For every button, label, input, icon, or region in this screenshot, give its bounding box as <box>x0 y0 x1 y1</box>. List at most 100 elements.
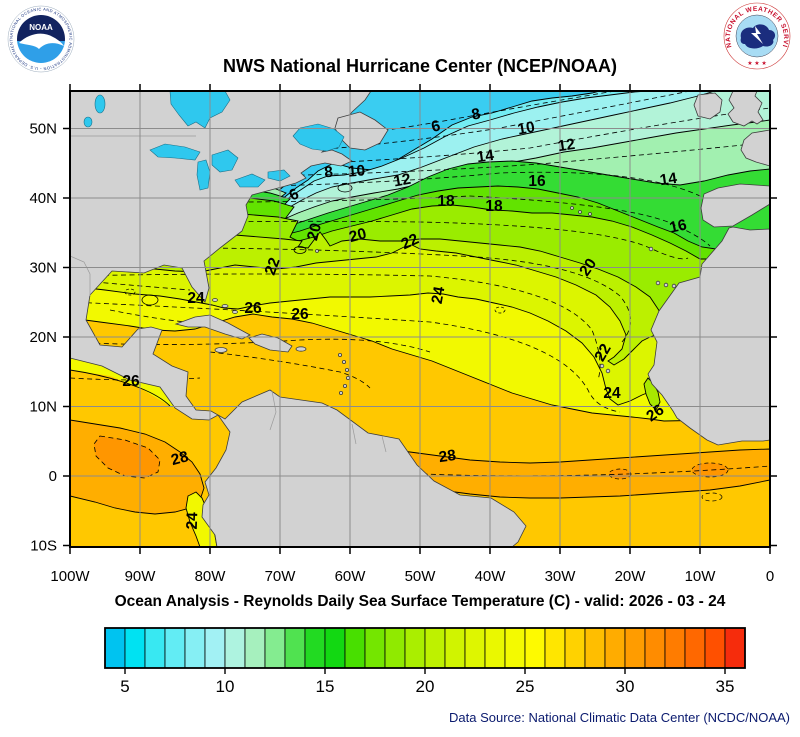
colorbar-tick-label: 15 <box>316 677 335 696</box>
y-axis-label: 10N <box>29 399 57 416</box>
contour-label: 28 <box>169 448 190 469</box>
colorbar-cell <box>724 627 746 669</box>
contour-label: 18 <box>485 198 503 215</box>
landmasses <box>70 91 770 547</box>
x-axis-label: 20W <box>615 568 647 585</box>
temperature-colorbar: 5 10 15 20 25 30 35 <box>104 627 746 696</box>
y-axis-label: 0 <box>49 468 57 485</box>
contour-label: 8 <box>470 105 482 123</box>
colorbar-cell <box>604 627 626 669</box>
contour-label: 24 <box>184 512 202 530</box>
lakes-and-bays <box>83 91 345 191</box>
colorbar-tick-label: 35 <box>716 677 735 696</box>
contour-label: 20 <box>576 255 600 279</box>
colorbar-tick-label: 30 <box>616 677 635 696</box>
x-axis-label: 30W <box>545 568 577 585</box>
y-axis-label: 20N <box>29 329 57 346</box>
lake-huron <box>211 149 239 173</box>
nws-stars: ★ ★ ★ <box>747 60 766 67</box>
colorbar-cell <box>484 627 506 669</box>
colorbar-cell <box>144 627 166 669</box>
noaa-seagull-icon <box>19 33 64 49</box>
lake-superior <box>149 143 201 161</box>
colorbar-cell <box>164 627 186 669</box>
lake-erie <box>234 173 266 188</box>
colorbar-cell <box>524 627 546 669</box>
data-source-text: Data Source: National Climatic Data Cent… <box>449 710 790 725</box>
lesser-antilles-islands <box>337 352 350 395</box>
colorbar-cell <box>464 627 486 669</box>
colorbar-cell <box>404 627 426 669</box>
colorbar-tick-label: 25 <box>516 677 535 696</box>
puerto-rico-island <box>295 346 307 352</box>
x-axis-label: 50W <box>405 568 437 585</box>
y-axis-label: 40N <box>29 190 57 207</box>
colorbar-cell <box>324 627 346 669</box>
contour-label: 16 <box>668 216 689 236</box>
colorbar-cell <box>504 627 526 669</box>
americas-landmass <box>70 91 527 547</box>
colorbar-cell <box>224 627 246 669</box>
lake-michigan <box>196 159 211 191</box>
contour-label: 14 <box>659 170 679 189</box>
colorbar-cell <box>644 627 666 669</box>
noaa-logo: NATIONAL OCEANIC AND ATMOSPHERIC ADMINIS… <box>7 5 75 73</box>
y-axis-label: 10S <box>30 538 57 555</box>
eddy-contours <box>124 183 723 502</box>
colorbar-cell <box>684 627 706 669</box>
subtitle: Ocean Analysis - Reynolds Daily Sea Surf… <box>115 593 726 610</box>
contour-label: 26 <box>122 373 140 390</box>
noaa-logo-sea <box>17 41 65 63</box>
colorbar-tick-label: 5 <box>120 677 129 696</box>
colorbar-cell <box>384 627 406 669</box>
lake-ontario <box>267 169 291 182</box>
graticule-gridlines <box>70 91 770 547</box>
nws-logo: NATIONAL WEATHER SERVICE ★ ★ ★ <box>723 2 791 70</box>
colorbar-cell <box>104 627 126 669</box>
x-axis-label: 70W <box>265 568 297 585</box>
y-axis-label: 50N <box>29 121 57 138</box>
gulf-of-st-lawrence <box>292 123 345 152</box>
noaa-acronym: NOAA <box>29 23 53 32</box>
colorbar-cell <box>264 627 286 669</box>
y-axis-label: 30N <box>29 260 57 277</box>
x-axis-label: 40W <box>475 568 507 585</box>
hispaniola-island <box>248 333 293 353</box>
colorbar-cell <box>204 627 226 669</box>
colorbar-cell <box>244 627 266 669</box>
africa-landmass <box>647 226 770 446</box>
colorbar-cell <box>584 627 606 669</box>
colorbar-cell <box>344 627 366 669</box>
bahamas-islands <box>212 298 238 314</box>
ireland-landmass <box>693 92 723 120</box>
colorbar-cell <box>564 627 586 669</box>
contour-label: 22 <box>399 231 422 254</box>
contour-label: 8 <box>324 164 334 182</box>
contour-label: 16 <box>528 173 546 190</box>
contour-label: 12 <box>392 171 412 191</box>
france-landmass <box>740 129 770 167</box>
x-axis-label: 60W <box>335 568 367 585</box>
colorbar-tick-label: 20 <box>416 677 435 696</box>
colorbar-cell <box>364 627 386 669</box>
contour-label: 24 <box>603 385 621 402</box>
x-axis-label: 100W <box>50 568 90 585</box>
atlantic-islands <box>315 206 677 374</box>
contour-label: 24 <box>429 285 449 305</box>
contour-label: 20 <box>347 225 368 246</box>
contour-label: 24 <box>187 290 205 307</box>
y-axis-labels: 50N 40N 30N 20N 10N 0 10S <box>29 121 57 555</box>
map-canvas <box>70 91 770 547</box>
colorbar-cell <box>664 627 686 669</box>
colorbar-cell <box>284 627 306 669</box>
britain-landmass <box>727 91 764 127</box>
colorbar-cell <box>184 627 206 669</box>
nws-lightning-icon <box>751 26 763 44</box>
colorbar-cell <box>444 627 466 669</box>
colorbar-cell <box>304 627 326 669</box>
lake-winnipeg <box>94 94 106 114</box>
contour-label: 10 <box>347 162 366 180</box>
